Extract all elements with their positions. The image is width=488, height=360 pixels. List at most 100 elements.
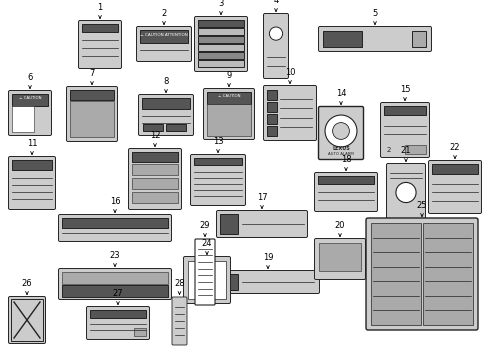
FancyBboxPatch shape	[8, 157, 55, 210]
FancyBboxPatch shape	[203, 89, 254, 139]
Circle shape	[332, 123, 349, 139]
FancyBboxPatch shape	[183, 256, 230, 303]
Bar	[370, 223, 420, 325]
Bar	[12, 106, 34, 132]
FancyBboxPatch shape	[190, 154, 245, 206]
FancyBboxPatch shape	[66, 86, 117, 141]
Text: 2: 2	[161, 9, 166, 24]
Bar	[132, 178, 178, 189]
Bar	[90, 310, 146, 318]
FancyBboxPatch shape	[318, 27, 430, 51]
Text: 21: 21	[400, 146, 410, 161]
Bar	[404, 145, 425, 154]
Text: 14: 14	[335, 89, 346, 104]
FancyBboxPatch shape	[86, 306, 149, 339]
Bar	[220, 214, 238, 234]
Bar	[431, 164, 477, 174]
Bar	[62, 284, 168, 297]
FancyBboxPatch shape	[59, 269, 171, 300]
Text: 2: 2	[386, 147, 390, 153]
FancyBboxPatch shape	[8, 297, 45, 343]
Bar	[12, 160, 52, 170]
Text: 23: 23	[109, 251, 120, 266]
Text: ⚠ CAUTION: ⚠ CAUTION	[19, 96, 41, 100]
Text: 4: 4	[273, 0, 278, 11]
FancyBboxPatch shape	[427, 161, 481, 213]
Bar	[82, 24, 118, 32]
FancyBboxPatch shape	[195, 239, 215, 305]
Bar	[411, 31, 425, 47]
FancyBboxPatch shape	[79, 21, 121, 68]
Bar	[317, 176, 373, 184]
Circle shape	[325, 115, 356, 147]
Bar	[62, 218, 168, 228]
Bar	[266, 102, 276, 112]
Text: 13: 13	[212, 137, 223, 152]
Text: 12: 12	[149, 131, 160, 146]
FancyBboxPatch shape	[216, 270, 319, 293]
FancyBboxPatch shape	[138, 94, 193, 135]
Bar	[422, 223, 472, 325]
Bar	[323, 31, 361, 47]
Bar	[266, 114, 276, 124]
Text: 17: 17	[256, 193, 267, 208]
Bar	[12, 94, 48, 106]
FancyBboxPatch shape	[136, 27, 191, 62]
Text: ⚠ CAUTION: ⚠ CAUTION	[217, 94, 240, 98]
FancyBboxPatch shape	[128, 148, 181, 210]
Text: 29: 29	[199, 221, 210, 236]
FancyBboxPatch shape	[318, 107, 363, 159]
Text: 1: 1	[97, 3, 102, 18]
Circle shape	[269, 27, 282, 40]
Text: 7: 7	[89, 69, 95, 84]
Bar	[220, 274, 238, 290]
Text: 15: 15	[399, 85, 409, 100]
Text: 11: 11	[27, 139, 37, 154]
Text: 6: 6	[27, 73, 33, 88]
FancyBboxPatch shape	[263, 13, 288, 78]
Bar	[187, 261, 225, 299]
Bar	[198, 60, 244, 67]
Bar	[318, 243, 360, 271]
Bar	[266, 90, 276, 100]
Bar	[132, 152, 178, 162]
Bar	[383, 106, 425, 115]
Bar	[134, 328, 146, 336]
Bar	[142, 98, 190, 109]
Bar	[132, 192, 178, 203]
Text: LEXUS: LEXUS	[331, 145, 349, 150]
Text: 26: 26	[21, 279, 32, 294]
Bar	[70, 101, 114, 138]
Bar	[206, 92, 250, 104]
Text: 25: 25	[416, 201, 427, 216]
FancyBboxPatch shape	[59, 215, 171, 242]
Bar	[70, 90, 114, 100]
Text: 20: 20	[334, 221, 345, 236]
Text: AUTO ALARM: AUTO ALARM	[327, 152, 353, 156]
Text: 10: 10	[284, 68, 295, 83]
Bar	[62, 272, 168, 284]
FancyBboxPatch shape	[380, 103, 428, 158]
FancyBboxPatch shape	[386, 163, 425, 221]
Bar	[132, 164, 178, 175]
Text: 16: 16	[109, 197, 120, 212]
FancyBboxPatch shape	[314, 238, 365, 279]
Text: 24: 24	[202, 239, 212, 254]
Text: 28: 28	[174, 279, 184, 294]
FancyBboxPatch shape	[365, 218, 477, 330]
FancyBboxPatch shape	[194, 17, 247, 72]
Bar	[165, 124, 185, 131]
Text: 9: 9	[226, 71, 231, 86]
Bar	[198, 36, 244, 43]
FancyBboxPatch shape	[263, 85, 316, 140]
Circle shape	[395, 183, 415, 203]
Text: 18: 18	[340, 155, 350, 170]
Text: 22: 22	[449, 143, 459, 158]
FancyBboxPatch shape	[216, 211, 307, 238]
Bar	[140, 30, 187, 43]
Bar	[194, 158, 242, 165]
Bar	[198, 20, 244, 27]
Bar	[206, 104, 250, 136]
Text: ⚠ CAUTION ATTENTION: ⚠ CAUTION ATTENTION	[140, 33, 187, 37]
Bar	[142, 124, 163, 131]
